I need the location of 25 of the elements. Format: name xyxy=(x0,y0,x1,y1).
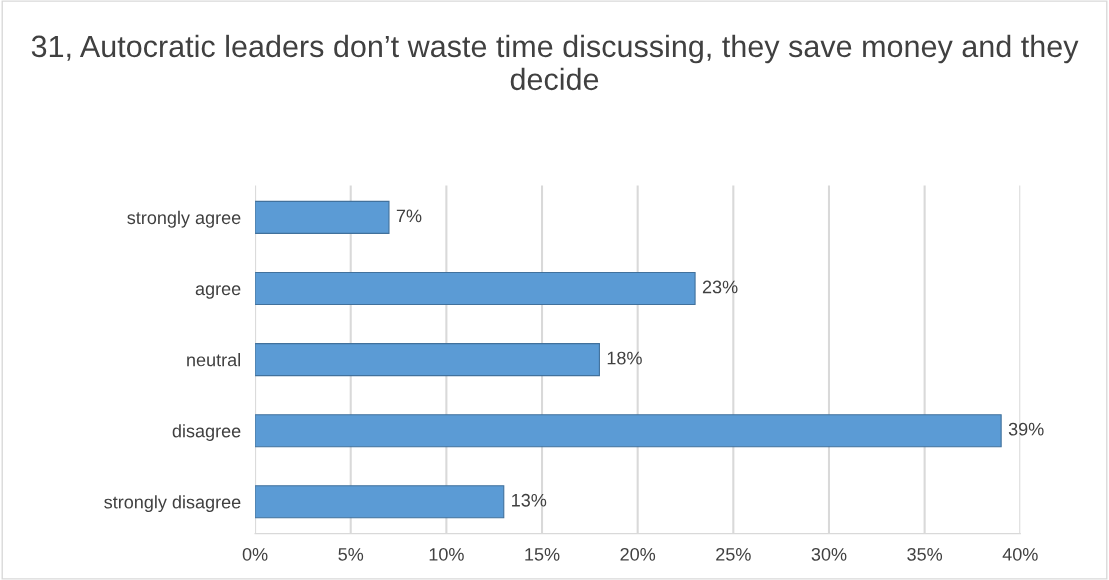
y-tick-label: disagree xyxy=(172,424,241,441)
x-tick-label: 5% xyxy=(338,548,364,561)
y-tick-label: strongly agree xyxy=(127,210,241,228)
data-label: 7% xyxy=(396,209,422,223)
x-tick-label: 35% xyxy=(907,547,943,561)
y-tick-label: neutral xyxy=(187,353,240,367)
bar xyxy=(255,485,505,519)
x-tick-label: 10% xyxy=(429,547,464,561)
x-tick-label: 0% xyxy=(242,547,268,561)
data-label: 18% xyxy=(607,351,642,365)
data-label: 13% xyxy=(512,493,547,507)
x-tick-label: 40% xyxy=(1002,547,1038,561)
x-tick-label: 30% xyxy=(811,547,847,561)
bar xyxy=(255,343,600,377)
chart-title: 31, Autocratic leaders don’t waste time discussing, they save money and they decide xyxy=(31,34,1079,91)
x-tick-label: 20% xyxy=(620,547,656,561)
bar xyxy=(255,414,1002,448)
data-label: 39% xyxy=(1008,422,1044,436)
y-tick-label: agree xyxy=(195,285,241,299)
y-tick-label: strongly disagree xyxy=(104,495,241,513)
data-label: 23% xyxy=(702,280,738,294)
x-tick-label: 25% xyxy=(716,547,751,561)
x-tick-label: 15% xyxy=(525,548,560,561)
bar xyxy=(255,200,390,234)
bar xyxy=(255,271,696,306)
